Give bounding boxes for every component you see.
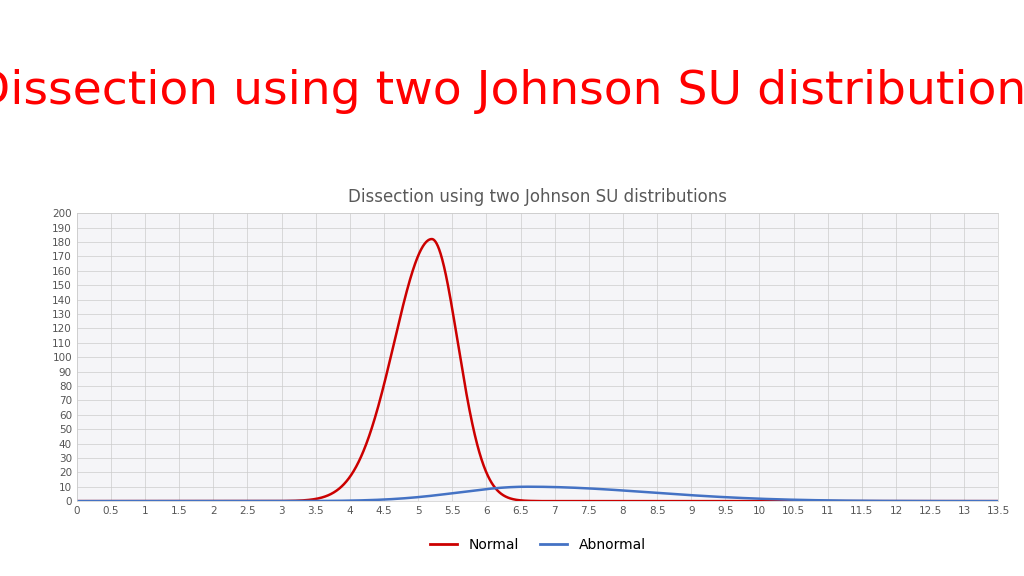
Title: Dissection using two Johnson SU distributions: Dissection using two Johnson SU distribu… (348, 188, 727, 206)
Legend: Normal, Abnormal: Normal, Abnormal (424, 532, 651, 558)
Text: Dissection using two Johnson SU distributions: Dissection using two Johnson SU distribu… (0, 69, 1024, 114)
